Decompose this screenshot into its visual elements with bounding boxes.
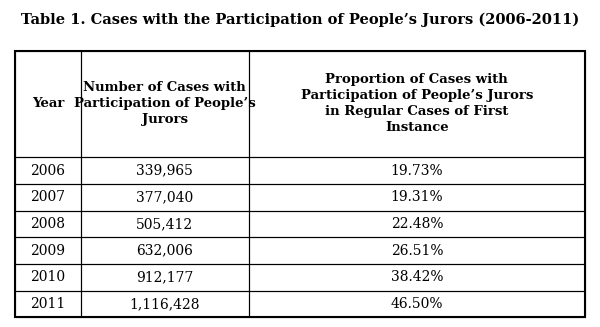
- Bar: [80, 157, 249, 184]
- Bar: [15, 291, 80, 317]
- Text: Year: Year: [32, 97, 64, 111]
- Bar: [249, 237, 585, 264]
- Text: 632,006: 632,006: [136, 244, 193, 258]
- Bar: [249, 157, 585, 184]
- Bar: [15, 184, 80, 211]
- Bar: [80, 264, 249, 291]
- Text: 2010: 2010: [30, 270, 65, 284]
- Text: 2011: 2011: [30, 297, 65, 311]
- Bar: [80, 51, 249, 157]
- Bar: [15, 51, 585, 317]
- Text: 339,965: 339,965: [136, 164, 193, 178]
- Text: Number of Cases with
Participation of People’s
Jurors: Number of Cases with Participation of Pe…: [74, 81, 256, 127]
- Bar: [80, 184, 249, 211]
- Text: 2009: 2009: [30, 244, 65, 258]
- Text: 26.51%: 26.51%: [391, 244, 443, 258]
- Text: 38.42%: 38.42%: [391, 270, 443, 284]
- Text: 505,412: 505,412: [136, 217, 193, 231]
- Text: Table 1. Cases with the Participation of People’s Jurors (2006-2011): Table 1. Cases with the Participation of…: [21, 13, 579, 27]
- Bar: [80, 211, 249, 237]
- Text: 912,177: 912,177: [136, 270, 193, 284]
- Bar: [15, 237, 80, 264]
- Bar: [249, 291, 585, 317]
- Bar: [15, 264, 80, 291]
- Text: 19.31%: 19.31%: [391, 190, 443, 204]
- Bar: [249, 51, 585, 157]
- Text: 1,116,428: 1,116,428: [130, 297, 200, 311]
- Text: 2007: 2007: [30, 190, 65, 204]
- Text: Proportion of Cases with
Participation of People’s Jurors
in Regular Cases of Fi: Proportion of Cases with Participation o…: [301, 74, 533, 134]
- Text: 22.48%: 22.48%: [391, 217, 443, 231]
- Bar: [249, 184, 585, 211]
- Bar: [249, 264, 585, 291]
- Text: 377,040: 377,040: [136, 190, 193, 204]
- Bar: [80, 291, 249, 317]
- Bar: [249, 211, 585, 237]
- Text: 19.73%: 19.73%: [391, 164, 443, 178]
- Text: 2008: 2008: [30, 217, 65, 231]
- Text: 2006: 2006: [30, 164, 65, 178]
- Bar: [15, 211, 80, 237]
- Bar: [15, 51, 80, 157]
- Text: 46.50%: 46.50%: [391, 297, 443, 311]
- Bar: [15, 157, 80, 184]
- Bar: [80, 237, 249, 264]
